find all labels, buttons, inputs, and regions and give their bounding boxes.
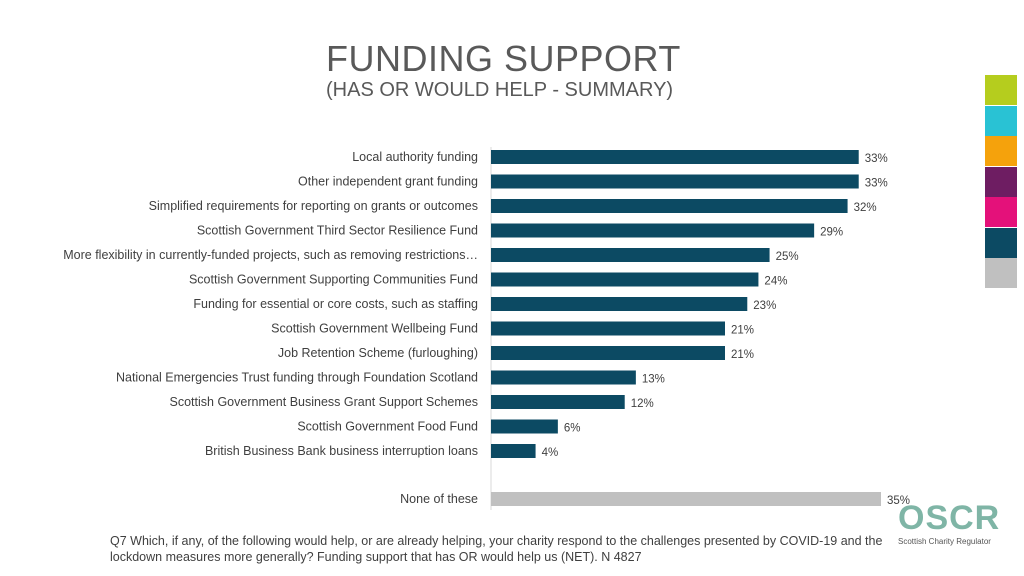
bar xyxy=(491,346,725,360)
bar xyxy=(491,199,848,213)
value-label: 13% xyxy=(642,374,665,386)
value-label: 32% xyxy=(854,202,877,214)
category-label: Scottish Government Wellbeing Fund xyxy=(271,322,478,336)
category-label: National Emergencies Trust funding throu… xyxy=(116,371,478,385)
category-label: None of these xyxy=(400,492,478,506)
color-swatch xyxy=(985,136,1017,166)
question-footnote: Q7 Which, if any, of the following would… xyxy=(110,534,883,564)
bar xyxy=(491,492,881,506)
value-label: 6% xyxy=(564,423,581,435)
chart-subtitle: (HAS OR WOULD HELP - SUMMARY) xyxy=(326,79,674,101)
category-label: Other independent grant funding xyxy=(298,175,478,189)
category-label: British Business Bank business interrupt… xyxy=(205,444,478,458)
category-label: More flexibility in currently-funded pro… xyxy=(63,248,478,262)
value-label: 21% xyxy=(731,349,754,361)
category-label: Funding for essential or core costs, suc… xyxy=(193,297,478,311)
value-label: 33% xyxy=(865,153,888,165)
value-label: 4% xyxy=(542,447,559,459)
bar xyxy=(491,297,748,311)
color-swatch xyxy=(985,166,1017,197)
bar xyxy=(491,174,859,189)
bar xyxy=(491,150,859,164)
oscr-logo: OSCR Scottish Charity Regulator xyxy=(898,499,1001,546)
bar xyxy=(491,248,770,262)
category-label: Simplified requirements for reporting on… xyxy=(149,199,478,213)
color-swatch xyxy=(985,197,1017,227)
category-label: Scottish Government Supporting Communiti… xyxy=(189,273,478,287)
color-swatch xyxy=(985,258,1017,288)
bar xyxy=(491,419,558,434)
value-label: 33% xyxy=(865,178,888,190)
value-label: 29% xyxy=(820,227,843,239)
color-swatch xyxy=(985,105,1017,136)
value-label: 21% xyxy=(731,325,754,337)
category-label: Scottish Government Third Sector Resilie… xyxy=(197,224,478,238)
value-label: 24% xyxy=(764,276,787,288)
value-label: 12% xyxy=(631,398,654,410)
logo-mark: OSCR xyxy=(898,499,1001,537)
logo-text: Scottish Charity Regulator xyxy=(898,537,991,546)
category-label: Job Retention Scheme (furloughing) xyxy=(278,346,478,360)
chart-title: FUNDING SUPPORT xyxy=(326,38,681,79)
category-label: Local authority funding xyxy=(352,150,478,164)
value-label: 23% xyxy=(753,300,776,312)
bar xyxy=(491,395,625,409)
bar xyxy=(491,321,725,336)
value-label: 35% xyxy=(887,495,910,507)
bar xyxy=(491,370,636,385)
bar xyxy=(491,444,536,458)
category-label: Scottish Government Food Fund xyxy=(297,420,478,434)
bar xyxy=(491,223,815,238)
bar xyxy=(491,272,759,287)
color-swatch xyxy=(985,75,1017,105)
value-label: 25% xyxy=(776,251,799,263)
category-label: Scottish Government Business Grant Suppo… xyxy=(170,395,478,409)
brand-color-strip xyxy=(985,75,1017,289)
color-swatch xyxy=(985,227,1017,258)
